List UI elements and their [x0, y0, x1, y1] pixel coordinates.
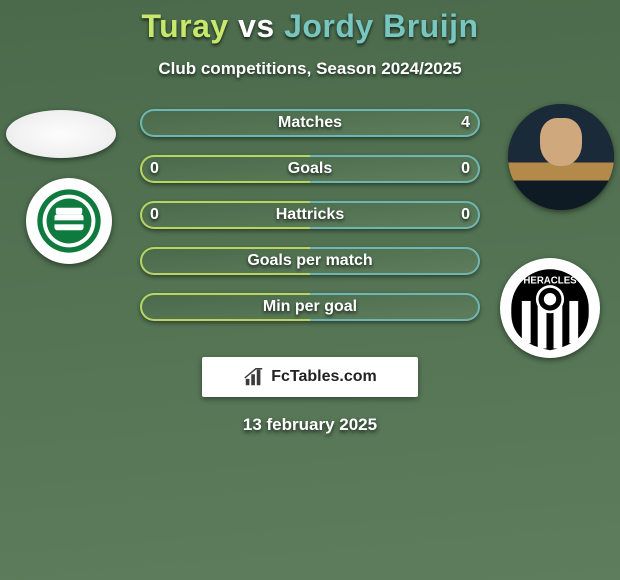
stat-right-value: 0	[461, 206, 470, 224]
stat-left-value: 0	[150, 206, 159, 224]
stat-row: Matches 4	[140, 109, 480, 137]
stat-label: Goals per match	[247, 252, 372, 270]
stat-label: Hattricks	[276, 206, 344, 224]
stat-row: Min per goal	[140, 293, 480, 321]
title-vs: vs	[238, 8, 275, 44]
subtitle: Club competitions, Season 2024/2025	[0, 59, 620, 79]
stat-label: Matches	[278, 114, 342, 132]
stat-row: Hattricks 0 0	[140, 201, 480, 229]
stat-row: Goals per match	[140, 247, 480, 275]
stat-right-value: 4	[461, 114, 470, 132]
watermark: FcTables.com	[202, 357, 418, 397]
stats-area: Matches 4 Goals 0 0 Hattricks 0 0 Goals per matc…	[0, 109, 620, 339]
stat-right-value: 0	[461, 160, 470, 178]
page-title: Turay vs Jordy Bruijn	[0, 0, 620, 45]
watermark-text: FcTables.com	[271, 368, 377, 386]
date: 13 february 2025	[0, 415, 620, 435]
stat-label: Goals	[288, 160, 332, 178]
title-right: Jordy Bruijn	[284, 8, 478, 44]
comparison-infographic: Turay vs Jordy Bruijn Club competitions,…	[0, 0, 620, 580]
stat-bars: Matches 4 Goals 0 0 Hattricks 0 0 Goals per matc…	[140, 109, 480, 321]
bar-chart-icon	[243, 366, 265, 388]
title-left: Turay	[141, 8, 228, 44]
stat-row: Goals 0 0	[140, 155, 480, 183]
stat-left-value: 0	[150, 160, 159, 178]
stat-label: Min per goal	[263, 298, 357, 316]
